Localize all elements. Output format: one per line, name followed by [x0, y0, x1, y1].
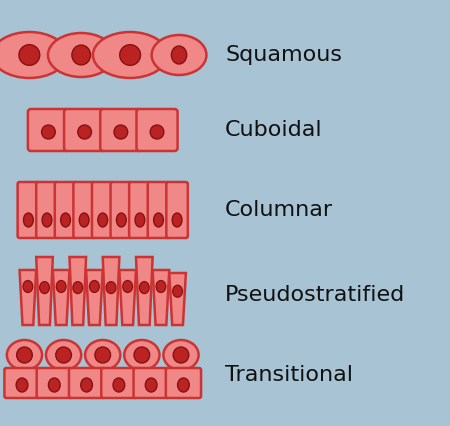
Ellipse shape	[42, 213, 52, 227]
Ellipse shape	[152, 35, 207, 75]
Text: Pseudostratified: Pseudostratified	[225, 285, 405, 305]
FancyBboxPatch shape	[37, 368, 72, 398]
Ellipse shape	[123, 280, 133, 293]
Ellipse shape	[173, 347, 189, 363]
Ellipse shape	[171, 46, 187, 64]
FancyBboxPatch shape	[101, 368, 136, 398]
Ellipse shape	[46, 340, 81, 370]
FancyBboxPatch shape	[18, 182, 39, 238]
Polygon shape	[103, 257, 119, 325]
Text: Transitional: Transitional	[225, 365, 353, 385]
Ellipse shape	[172, 213, 182, 227]
Ellipse shape	[81, 378, 92, 392]
Ellipse shape	[140, 282, 149, 294]
Ellipse shape	[98, 213, 108, 227]
Ellipse shape	[56, 280, 66, 293]
Ellipse shape	[72, 45, 90, 65]
Polygon shape	[119, 270, 136, 325]
FancyBboxPatch shape	[136, 109, 178, 151]
Polygon shape	[53, 270, 69, 325]
Ellipse shape	[49, 378, 60, 392]
Ellipse shape	[95, 347, 111, 363]
Ellipse shape	[135, 213, 145, 227]
Polygon shape	[153, 270, 169, 325]
FancyBboxPatch shape	[28, 109, 69, 151]
Ellipse shape	[23, 280, 33, 293]
FancyBboxPatch shape	[55, 182, 76, 238]
Ellipse shape	[153, 213, 163, 227]
Polygon shape	[169, 273, 186, 325]
FancyBboxPatch shape	[92, 182, 113, 238]
Text: Columnar: Columnar	[225, 200, 333, 220]
Ellipse shape	[41, 125, 55, 139]
Text: Cuboidal: Cuboidal	[225, 120, 323, 140]
Ellipse shape	[178, 378, 189, 392]
Ellipse shape	[40, 282, 50, 294]
Ellipse shape	[150, 125, 164, 139]
Ellipse shape	[17, 347, 32, 363]
FancyBboxPatch shape	[166, 368, 201, 398]
Ellipse shape	[48, 33, 114, 77]
Polygon shape	[136, 257, 153, 325]
Ellipse shape	[120, 45, 140, 65]
Ellipse shape	[85, 340, 120, 370]
Polygon shape	[69, 257, 86, 325]
FancyBboxPatch shape	[148, 182, 169, 238]
Ellipse shape	[106, 282, 116, 294]
FancyBboxPatch shape	[100, 109, 141, 151]
Ellipse shape	[145, 378, 157, 392]
FancyBboxPatch shape	[4, 368, 40, 398]
FancyBboxPatch shape	[69, 368, 104, 398]
Ellipse shape	[124, 340, 159, 370]
Ellipse shape	[7, 340, 42, 370]
FancyBboxPatch shape	[64, 109, 105, 151]
Ellipse shape	[134, 347, 150, 363]
Ellipse shape	[56, 347, 72, 363]
Polygon shape	[86, 270, 103, 325]
Ellipse shape	[79, 213, 89, 227]
FancyBboxPatch shape	[111, 182, 132, 238]
Ellipse shape	[156, 280, 166, 293]
FancyBboxPatch shape	[129, 182, 151, 238]
FancyBboxPatch shape	[134, 368, 169, 398]
Ellipse shape	[73, 282, 83, 294]
FancyBboxPatch shape	[73, 182, 95, 238]
Ellipse shape	[90, 280, 99, 293]
Ellipse shape	[114, 125, 128, 139]
Polygon shape	[19, 270, 36, 325]
Text: Squamous: Squamous	[225, 45, 342, 65]
Ellipse shape	[78, 125, 91, 139]
Ellipse shape	[93, 32, 167, 78]
Ellipse shape	[16, 378, 28, 392]
Ellipse shape	[23, 213, 33, 227]
Ellipse shape	[61, 213, 71, 227]
Ellipse shape	[0, 32, 67, 78]
Ellipse shape	[19, 45, 40, 65]
FancyBboxPatch shape	[36, 182, 58, 238]
Polygon shape	[36, 257, 53, 325]
Ellipse shape	[173, 285, 182, 297]
Ellipse shape	[113, 378, 125, 392]
Ellipse shape	[117, 213, 126, 227]
Ellipse shape	[163, 340, 198, 370]
FancyBboxPatch shape	[166, 182, 188, 238]
